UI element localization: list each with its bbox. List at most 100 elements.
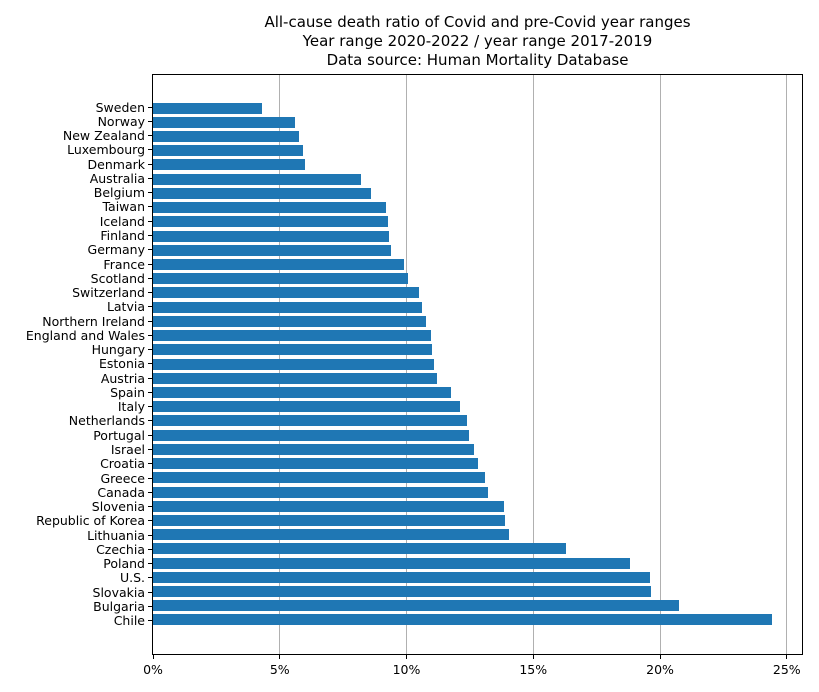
- y-tick-mark: [148, 249, 152, 251]
- bar-row-israel: [153, 442, 802, 456]
- bar-row-portugal: [153, 428, 802, 442]
- gridline-25: [786, 75, 788, 654]
- bar-row-latvia: [153, 300, 802, 314]
- bar-poland: [153, 557, 630, 569]
- y-row-switzerland: Switzerland: [0, 285, 152, 299]
- y-tick-mark: [148, 548, 152, 550]
- y-tick-label-new-zealand: New Zealand: [62, 128, 145, 144]
- y-tick-label-chile: Chile: [113, 613, 145, 629]
- bar-sweden: [153, 102, 262, 114]
- y-tick-label-israel: Israel: [110, 442, 145, 457]
- bar-bulgaria: [153, 600, 680, 612]
- plot-area: [152, 74, 803, 655]
- y-tick-label-germany: Germany: [87, 242, 145, 258]
- y-tick-mark: [148, 591, 152, 593]
- chart-title: All-cause death ratio of Covid and pre-C…: [152, 13, 803, 70]
- y-tick-mark: [148, 534, 152, 536]
- y-row-belgium: Belgium: [0, 186, 152, 200]
- bar-row-hungary: [153, 343, 802, 357]
- y-row-hungary: Hungary: [0, 343, 152, 357]
- bar-row-germany: [153, 243, 802, 257]
- y-row-lithuania: Lithuania: [0, 528, 152, 542]
- y-tick-mark: [148, 306, 152, 308]
- y-row-luxembourg: Luxembourg: [0, 143, 152, 157]
- bar-finland: [153, 230, 389, 242]
- y-tick-label-taiwan: Taiwan: [102, 199, 145, 215]
- bar-row-austria: [153, 371, 802, 385]
- x-tick-mark-5: [279, 655, 281, 659]
- y-row-finland: Finland: [0, 228, 152, 242]
- bar-row-england-and-wales: [153, 329, 802, 343]
- gridline-20: [659, 75, 661, 654]
- x-tick-label-15: 15%: [519, 662, 548, 677]
- bar-denmark: [153, 159, 306, 171]
- y-tick-label-denmark: Denmark: [87, 156, 145, 172]
- bar-row-norway: [153, 115, 802, 129]
- x-tick-mark-15: [532, 655, 534, 659]
- bar-latvia: [153, 301, 422, 313]
- y-row-slovakia: Slovakia: [0, 585, 152, 599]
- bar-new-zealand: [153, 131, 299, 143]
- y-tick-mark: [148, 206, 152, 208]
- y-row-australia: Australia: [0, 171, 152, 185]
- y-tick-label-latvia: Latvia: [106, 299, 145, 315]
- y-row-denmark: Denmark: [0, 157, 152, 171]
- bar-austria: [153, 372, 437, 384]
- y-tick-mark: [148, 220, 152, 222]
- y-tick-mark: [148, 391, 152, 393]
- y-tick-mark: [148, 491, 152, 493]
- y-tick-mark: [148, 605, 152, 607]
- y-tick-mark: [148, 363, 152, 365]
- bar-row-switzerland: [153, 286, 802, 300]
- y-tick-label-czechia: Czechia: [96, 541, 145, 557]
- bar-row-slovenia: [153, 499, 802, 513]
- x-tick-label-0: 0%: [143, 662, 163, 677]
- bar-portugal: [153, 429, 469, 441]
- bar-row-greece: [153, 471, 802, 485]
- bar-israel: [153, 443, 474, 455]
- y-tick-label-england-and-wales: England and Wales: [25, 327, 145, 343]
- y-tick-mark: [148, 106, 152, 108]
- bar-row-new-zealand: [153, 129, 802, 143]
- bar-chile: [153, 614, 772, 626]
- bar-row-belgium: [153, 186, 802, 200]
- y-tick-mark: [148, 120, 152, 122]
- y-tick-label-netherlands: Netherlands: [68, 413, 145, 429]
- bar-row-bulgaria: [153, 599, 802, 613]
- bar-row-republic-of-korea: [153, 513, 802, 527]
- y-row-estonia: Estonia: [0, 357, 152, 371]
- y-tick-mark: [148, 506, 152, 508]
- y-tick-label-iceland: Iceland: [99, 213, 145, 229]
- bar-row-spain: [153, 385, 802, 399]
- bar-row-denmark: [153, 158, 802, 172]
- y-tick-mark: [148, 263, 152, 265]
- bar-row-lithuania: [153, 528, 802, 542]
- bar-iceland: [153, 216, 388, 228]
- bar-republic-of-korea: [153, 514, 506, 526]
- bar-row-u-s: [153, 570, 802, 584]
- bar-canada: [153, 486, 488, 498]
- y-row-italy: Italy: [0, 400, 152, 414]
- y-row-greece: Greece: [0, 471, 152, 485]
- bar-france: [153, 259, 404, 271]
- x-tick-mark-10: [406, 655, 408, 659]
- y-tick-label-bulgaria: Bulgaria: [93, 598, 145, 614]
- y-tick-mark: [148, 277, 152, 279]
- y-tick-mark: [148, 477, 152, 479]
- y-tick-mark: [148, 292, 152, 294]
- y-tick-label-australia: Australia: [89, 170, 145, 186]
- y-row-israel: Israel: [0, 442, 152, 456]
- y-row-republic-of-korea: Republic of Korea: [0, 514, 152, 528]
- y-tick-label-italy: Italy: [117, 399, 145, 415]
- bar-row-slovakia: [153, 584, 802, 598]
- bar-row-croatia: [153, 456, 802, 470]
- bar-row-czechia: [153, 542, 802, 556]
- bar-greece: [153, 472, 486, 484]
- y-row-bulgaria: Bulgaria: [0, 599, 152, 613]
- y-row-chile: Chile: [0, 614, 152, 628]
- bar-northern-ireland: [153, 315, 426, 327]
- bar-lithuania: [153, 529, 510, 541]
- y-row-sweden: Sweden: [0, 100, 152, 114]
- y-tick-mark: [148, 463, 152, 465]
- bar-scotland: [153, 273, 408, 285]
